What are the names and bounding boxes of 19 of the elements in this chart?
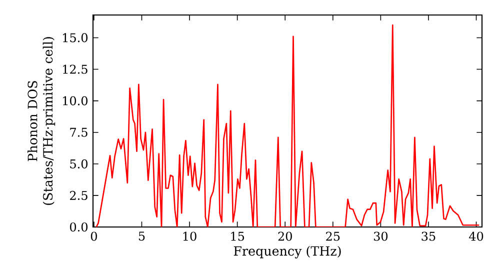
- line-series: [96, 24, 480, 227]
- x-tick-label: 25: [326, 232, 340, 241]
- y-tick-label: 5.0: [70, 159, 88, 168]
- y-tick-label: 0.0: [70, 222, 88, 232]
- y-axis-title: Phonon DOS (States/THz·primitive cell): [28, 37, 56, 205]
- x-tick-label: 30: [374, 232, 388, 241]
- y-tick-label: 15.0: [63, 33, 88, 42]
- y-tick-label: 2.5: [70, 190, 88, 200]
- y-tick-label: 12.5: [63, 64, 88, 74]
- x-tick-label: 15: [231, 232, 244, 241]
- x-tick-label: 10: [183, 232, 196, 241]
- x-tick-label: 40: [469, 232, 484, 241]
- x-tick-label: 0: [90, 232, 97, 241]
- y-tick-label: 7.5: [70, 128, 88, 137]
- x-axis-title: Frequency (THz): [234, 246, 341, 258]
- x-tick-label: 5: [138, 232, 145, 241]
- y-tick-label: 10.0: [63, 96, 88, 106]
- x-tick-label: 35: [422, 232, 436, 241]
- x-tick-label: 20: [278, 232, 292, 241]
